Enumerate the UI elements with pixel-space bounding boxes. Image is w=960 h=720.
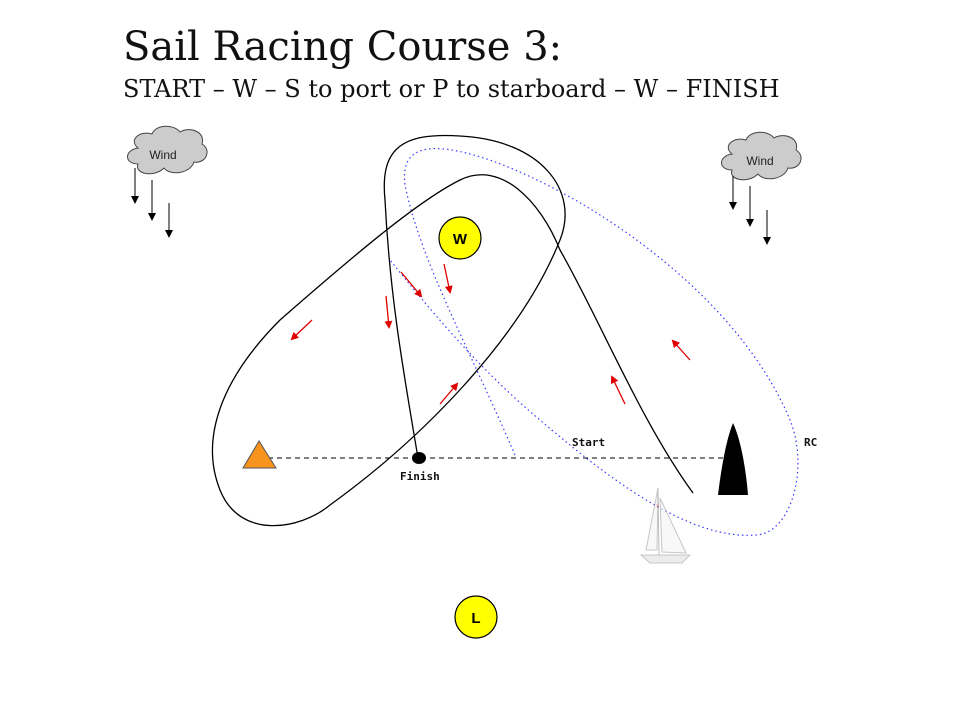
start-label: Start [572,436,605,449]
direction-arrow-icon [671,339,691,361]
committee-boat-label: RC [804,436,817,449]
sailboat-icon: × [639,487,692,564]
direction-arrow-icon [610,375,626,405]
committee-boat-icon [718,423,748,495]
leeward-mark: L [454,595,498,639]
windward-mark-label: W [453,231,468,248]
course-path-port [211,134,694,527]
wind-indicator-left: Wind [127,125,208,238]
finish-label: Finish [400,470,440,483]
cloud-icon [127,125,208,175]
finish-mark [412,452,426,464]
cloud-icon [721,131,802,181]
direction-arrow-icon [443,263,453,294]
page-subtitle: START – W – S to port or P to starboard … [123,75,780,103]
triangle-pin-icon [242,440,277,469]
alt-route-dotted [389,148,799,536]
svg-text:×: × [656,504,660,510]
page-title: Sail Racing Course 3: [123,24,563,70]
windward-mark: W [438,216,482,260]
wind-label: Wind [746,154,773,168]
leeward-mark-label: L [471,610,480,627]
direction-arrow-icon [439,382,459,405]
direction-arrow-icon [290,319,313,341]
direction-arrow-icon [384,295,393,329]
direction-arrow-icon [400,271,423,298]
wind-indicator-right: Wind [721,131,802,245]
wind-label: Wind [149,148,176,162]
